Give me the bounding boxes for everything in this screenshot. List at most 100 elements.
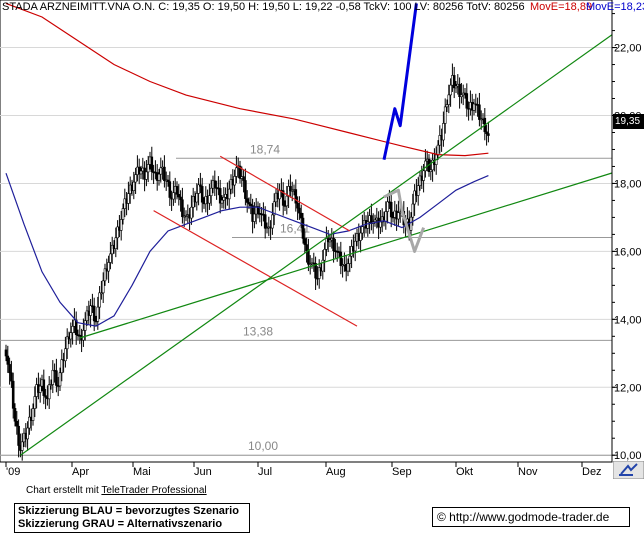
y-tick-label-3: 16,00 bbox=[614, 246, 642, 258]
candle-body bbox=[181, 199, 184, 218]
candle-body bbox=[4, 349, 8, 357]
candle-body bbox=[114, 237, 118, 249]
candle-body bbox=[218, 188, 222, 204]
candle-body bbox=[101, 280, 105, 294]
candle-body bbox=[82, 330, 85, 341]
candle-body bbox=[263, 214, 267, 229]
candle-body bbox=[227, 188, 231, 200]
candle-body bbox=[386, 201, 389, 212]
candle-body bbox=[119, 219, 123, 231]
candle-body bbox=[244, 180, 247, 199]
candle-body bbox=[314, 263, 317, 279]
candle-body bbox=[28, 416, 31, 429]
candle-body bbox=[271, 214, 274, 229]
candle-body bbox=[13, 408, 17, 422]
candle-body bbox=[33, 396, 37, 409]
candle-body bbox=[96, 306, 100, 322]
candle-body bbox=[350, 246, 353, 257]
x-tick-label-8: Nov bbox=[518, 466, 538, 478]
candle-body bbox=[449, 84, 452, 96]
candle-body bbox=[65, 336, 69, 350]
candle-body bbox=[47, 384, 51, 400]
candle-body bbox=[245, 198, 249, 203]
candle-body bbox=[175, 186, 179, 195]
candle-body bbox=[85, 310, 89, 321]
x-tick-label-0: '09 bbox=[6, 466, 20, 478]
x-axis: '09 Apr Mai Jun Jul Aug Sep Okt Nov Dez bbox=[0, 461, 612, 478]
y-tick-label-4: 18,00 bbox=[614, 178, 642, 190]
y-tick-label-1: 12,00 bbox=[614, 382, 642, 394]
candle-body bbox=[103, 268, 107, 282]
moving-average-red-line bbox=[5, 2, 489, 157]
candle-body bbox=[445, 104, 449, 108]
candle-body bbox=[145, 171, 148, 180]
candle-body bbox=[353, 240, 357, 252]
candle-body bbox=[416, 185, 420, 196]
candle-body bbox=[69, 332, 73, 340]
level-label-3: 10,00 bbox=[248, 439, 278, 453]
candle-body bbox=[409, 216, 413, 231]
candle-body bbox=[64, 348, 67, 362]
candle-body bbox=[134, 174, 137, 183]
candle-body bbox=[38, 385, 42, 393]
candle-body bbox=[431, 159, 434, 171]
candle-body bbox=[458, 83, 461, 98]
candle-body bbox=[366, 221, 370, 229]
candle-body bbox=[6, 355, 10, 365]
candle-body bbox=[137, 166, 141, 175]
chart-nav-icon[interactable] bbox=[613, 461, 644, 479]
y-tick-label-2: 14,00 bbox=[614, 314, 642, 326]
candle-body bbox=[294, 189, 298, 204]
y-tick-label-6: 22,00 bbox=[614, 43, 642, 55]
candle-body bbox=[132, 181, 136, 191]
candle-body bbox=[123, 198, 127, 209]
candle-body bbox=[413, 190, 416, 205]
candle-body bbox=[460, 94, 463, 98]
x-tick-label-5: Aug bbox=[326, 466, 346, 478]
scenario-blue-path bbox=[382, 3, 418, 161]
candle-body bbox=[249, 203, 253, 206]
legend-blue-scenario: Skizzierung BLAU = bevorzugtes Szenario bbox=[18, 505, 239, 517]
y-tick-label-0: 10,00 bbox=[614, 450, 642, 462]
candle-body bbox=[139, 170, 143, 175]
trend-green-steep bbox=[20, 34, 613, 456]
x-tick-label-3: Jun bbox=[194, 466, 212, 478]
candle-body bbox=[242, 176, 245, 181]
credit-link[interactable]: TeleTrader Professional bbox=[101, 485, 207, 496]
candle-body bbox=[197, 184, 200, 194]
candle-body bbox=[272, 201, 276, 216]
candle-body bbox=[199, 184, 202, 187]
moving-average-red-label: MovE=18,89 bbox=[530, 1, 593, 13]
candle-body bbox=[298, 207, 301, 214]
candle-body bbox=[296, 202, 299, 209]
candle-body bbox=[26, 427, 29, 440]
candle-body bbox=[472, 103, 476, 111]
candle-body bbox=[98, 292, 101, 308]
candle-body bbox=[127, 193, 130, 204]
candle-body bbox=[346, 263, 350, 272]
scenario-gray-path bbox=[383, 188, 426, 253]
candle-body bbox=[436, 144, 440, 156]
candle-body bbox=[323, 249, 326, 261]
source-url[interactable]: © http://www.godmode-trader.de bbox=[432, 507, 630, 527]
candle-body bbox=[361, 226, 364, 234]
candle-body bbox=[253, 213, 256, 222]
candle-body bbox=[438, 135, 442, 146]
candle-body bbox=[49, 384, 53, 386]
candle-body bbox=[121, 208, 125, 220]
candle-body bbox=[418, 175, 422, 187]
candle-body bbox=[177, 194, 181, 198]
quote-header: STADA ARZNEIMITT.VNA O.N. C: 19,35 O: 19… bbox=[2, 1, 525, 13]
candle-body bbox=[116, 226, 119, 239]
candle-body bbox=[478, 104, 481, 120]
candle-body bbox=[42, 379, 46, 396]
candle-body bbox=[220, 199, 224, 204]
candle-body bbox=[339, 251, 343, 266]
x-tick-label-7: Okt bbox=[456, 466, 473, 478]
candle-body bbox=[281, 190, 285, 206]
candle-body bbox=[11, 380, 15, 409]
candle-body bbox=[289, 186, 292, 192]
candle-body bbox=[179, 196, 182, 201]
moving-average-blue-label: MovE=18,23 bbox=[586, 1, 644, 13]
